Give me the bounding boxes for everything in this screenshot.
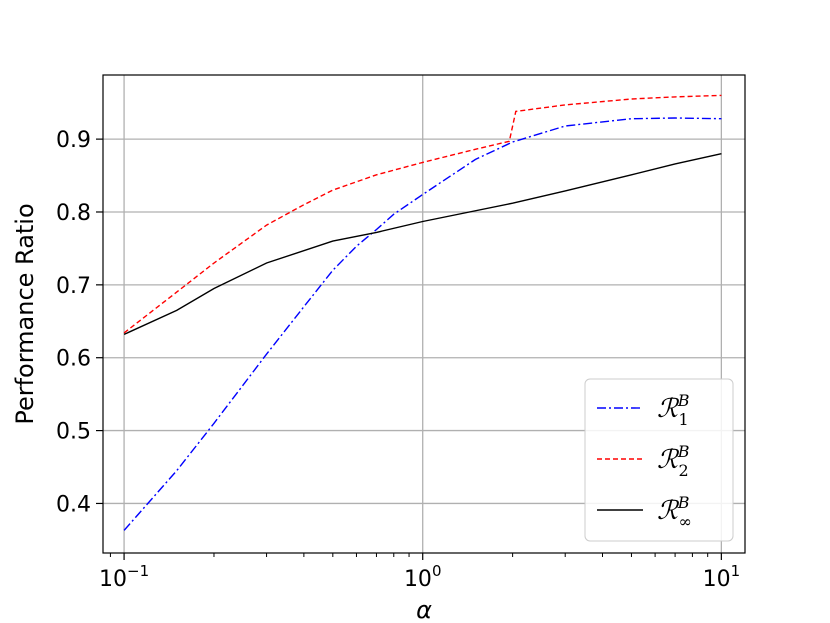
plot-frame [102,74,746,554]
legend: ℛB 1ℛB 2ℛB ∞ [584,378,734,542]
x-tick-label: 101 [703,562,741,592]
legend-subscript: 2 [679,461,689,480]
series-line-RinfB [123,153,722,336]
x-tick-base: 10 [99,567,127,592]
legend-superscript: B [677,391,690,410]
legend-subscript: ∞ [679,512,692,531]
legend-subscript: 1 [679,410,689,429]
x-tick-base: 10 [703,567,731,592]
legend-symbol: ℛ [657,394,680,424]
x-axis: 10−1 100 101 [99,553,740,592]
legend-symbol: ℛ [657,445,680,475]
series-line-R2B [123,94,722,334]
legend-symbol: ℛ [657,496,680,526]
legend-box [584,378,734,542]
x-tick-exponent: 1 [731,562,741,580]
series-line-R1B [123,117,722,531]
y-tick-label: 0.7 [56,274,91,299]
y-tick-label: 0.5 [56,420,91,445]
x-tick-exponent: −1 [127,562,149,580]
y-axis: 0.4 0.5 0.6 0.7 0.8 0.9 [56,128,103,517]
y-tick-label: 0.9 [56,128,91,153]
legend-label: ℛB 2 [657,442,690,480]
grid-lines [103,75,745,553]
x-axis-label: α [416,596,432,623]
legend-superscript: B [677,493,690,512]
x-tick-label: 100 [404,562,442,592]
legend-label: ℛB 1 [657,391,690,429]
series-lines [123,94,722,531]
x-tick-label: 10−1 [99,562,149,592]
y-axis-label: Performance Ratio [11,203,39,424]
legend-superscript: B [677,442,690,461]
x-tick-exponent: 0 [432,562,442,580]
legend-label: ℛB ∞ [657,493,692,531]
x-tick-base: 10 [404,567,432,592]
y-tick-label: 0.6 [56,347,91,372]
y-tick-label: 0.8 [56,201,91,226]
y-tick-label: 0.4 [56,492,91,517]
